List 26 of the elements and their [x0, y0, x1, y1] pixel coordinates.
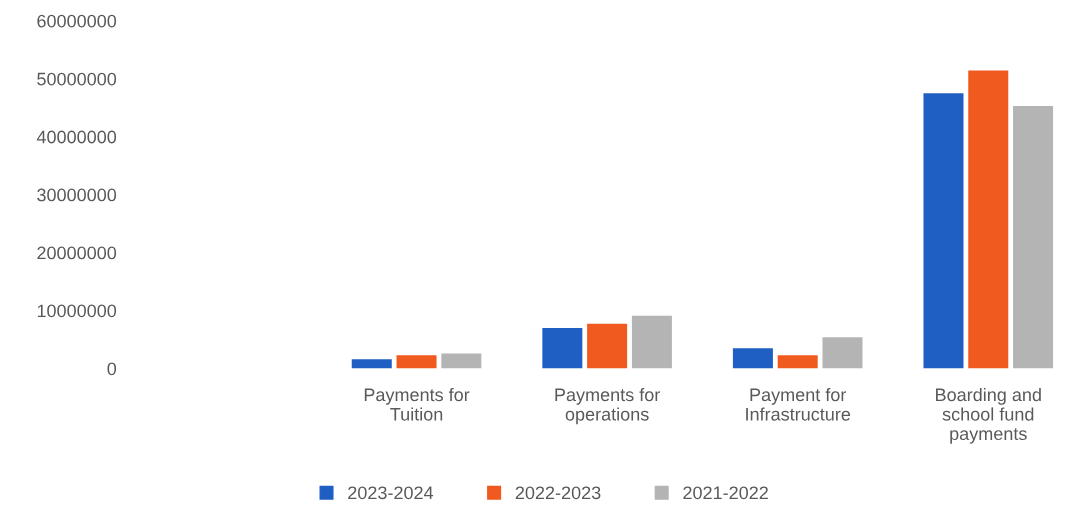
y-tick-label: 50000000 — [37, 72, 117, 86]
x-tick-label: Payment for Infrastructure — [746, 387, 851, 421]
y-tick-label: 20000000 — [37, 246, 117, 260]
legend-label: 2023-2024 — [348, 486, 434, 500]
bar — [396, 355, 437, 369]
y-tick-label: 60000000 — [37, 14, 117, 28]
y-tick-label: 10000000 — [37, 304, 117, 318]
bar — [542, 327, 583, 369]
x-tick-label: Payments for Tuition — [364, 387, 470, 421]
bar — [1013, 105, 1054, 369]
bar — [777, 355, 818, 369]
bar — [822, 337, 863, 369]
y-tick-label: 30000000 — [37, 188, 117, 202]
legend-label: 2021-2022 — [683, 486, 768, 500]
bar — [631, 315, 672, 369]
bar — [351, 359, 392, 369]
y-tick-label: 40000000 — [36, 130, 117, 144]
bar — [968, 70, 1009, 369]
x-tick-label: Payments for operations — [555, 387, 660, 425]
bar — [923, 93, 964, 369]
legend-label: 2022-2023 — [515, 486, 601, 500]
bar — [732, 348, 773, 369]
x-tick-label: Boarding and school fund payments — [936, 387, 1041, 444]
bar — [441, 353, 482, 369]
y-tick-label: 0 — [107, 362, 117, 376]
bar — [587, 323, 628, 369]
